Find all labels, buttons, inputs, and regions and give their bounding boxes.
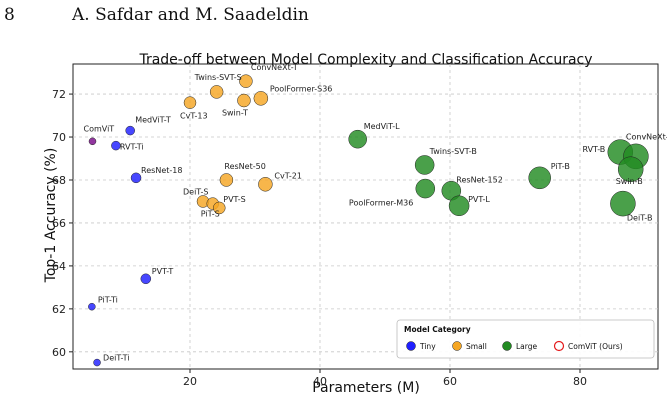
legend-box (396, 319, 655, 359)
point-label-convnext-t: ConvNeXt-T (251, 63, 298, 72)
point-label-twins-svt-s: Twins-SVT-S (194, 73, 242, 82)
grid-layer (73, 64, 658, 369)
running-head: A. Safdar and M. Saadeldin (72, 5, 309, 25)
point-label-swin-t: Swin-T (222, 109, 248, 118)
legend-label-comvit-ours: ComViT (Ours) (568, 342, 623, 351)
point-swin-t (237, 93, 251, 108)
legend-marker-tiny (406, 341, 416, 351)
point-label-pit-b: PiT-B (551, 162, 570, 171)
point-label-rvt-b: RVT-B (582, 145, 605, 154)
point-label-medvit-t: MedViT-T (135, 116, 171, 125)
point-label-rvt-ti: RVT-Ti (120, 143, 144, 152)
x-axis-label: Parameters (M) (312, 380, 420, 396)
point-medvit-l (348, 129, 367, 149)
legend-marker-small (452, 341, 462, 351)
x-tick-label: 60 (443, 375, 457, 388)
point-twins-svt-b (414, 155, 435, 175)
point-poolformer-s36 (253, 91, 269, 106)
y-tick-label: 66 (52, 217, 66, 230)
legend-label-large: Large (516, 342, 537, 351)
point-label-resnet-152: ResNet-152 (456, 176, 503, 185)
point-label-pvt-s: PVT-S (223, 195, 245, 204)
legend-marker-large (502, 341, 512, 351)
point-pit-b (528, 166, 551, 190)
point-comvit (88, 137, 97, 146)
tick-layer: 20 40 60 80 60 62 64 66 68 70 72 (52, 88, 587, 388)
chart-title: Trade-off between Model Complexity and C… (138, 52, 592, 68)
point-cvt-13 (183, 96, 197, 109)
point-poolformer-m36 (415, 178, 436, 199)
point-medvit-t (125, 125, 135, 136)
point-pvt-l (448, 195, 470, 217)
point-label-pit-ti: PiT-Ti (98, 296, 118, 305)
point-label-pit-s: PiT-S (201, 210, 220, 219)
y-tick-label: 72 (52, 88, 66, 101)
point-label-cvt-21: CvT-21 (274, 171, 302, 180)
point-label-deit-b: DeiT-B (627, 214, 653, 223)
plot-area (72, 63, 659, 370)
legend-marker-comvit-ours (553, 340, 565, 352)
point-pit-ti (88, 302, 96, 311)
legend-label-small: Small (466, 342, 487, 351)
point-label-convnext-b: ConvNeXt-B (626, 132, 667, 141)
x-tick-label: 40 (313, 375, 327, 388)
point-label-twins-svt-b: Twins-SVT-B (429, 147, 477, 156)
point-label-deit-s: DeiT-S (183, 187, 208, 196)
point-deit-b (610, 190, 636, 217)
page-header: 8 A. Safdar and M. Saadeldin (0, 0, 667, 36)
point-label-pvt-t: PVT-T (152, 267, 174, 276)
point-cvt-21 (258, 177, 273, 192)
point-label-resnet-18: ResNet-18 (141, 166, 182, 175)
page-number: 8 (4, 5, 15, 25)
point-layer (88, 74, 649, 367)
point-swin-b (617, 156, 644, 182)
point-pvt-t (140, 273, 152, 285)
point-label-pvt-l: PVT-L (468, 195, 490, 204)
y-axis-label: Top-1 Accuracy (%) (43, 148, 59, 284)
point-rvt-ti (111, 140, 121, 151)
y-tick-label: 62 (52, 303, 66, 316)
point-label-deit-ti: DeiT-Ti (103, 354, 129, 363)
point-label-comvit: ComViT (84, 124, 115, 133)
y-tick-label: 64 (52, 260, 66, 273)
legend-label-tiny: Tiny (419, 342, 436, 351)
y-tick-label: 60 (52, 346, 66, 359)
point-label-cvt-13: CvT-13 (180, 112, 208, 121)
point-label-swin-b: Swin-B (616, 177, 643, 186)
x-tick-label: 20 (183, 375, 197, 388)
label-layer: ComViT MedViT-T RVT-Ti ResNet-18 PVT-T PiT-Ti… (84, 63, 667, 362)
legend: Model Category Tiny Small Large ComViT (Ours… (396, 319, 655, 359)
point-convnext-t (239, 74, 253, 88)
point-resnet-18 (130, 172, 142, 184)
point-deit-ti (93, 358, 101, 367)
point-pvt-s (213, 201, 226, 215)
legend-title: Model Category (404, 325, 471, 334)
y-tick-label: 70 (52, 131, 66, 144)
point-twins-svt-s (209, 85, 224, 99)
point-label-resnet-50: ResNet-50 (224, 162, 265, 171)
point-label-poolformer-s36: PoolFormer-S36 (270, 84, 333, 93)
point-label-poolformer-m36: PoolFormer-M36 (349, 199, 413, 208)
scatter-chart: Trade-off between Model Complexity and C… (43, 52, 667, 396)
y-tick-label: 68 (52, 174, 66, 187)
point-label-medvit-l: MedViT-L (364, 122, 400, 131)
point-resnet-50 (219, 173, 234, 187)
x-tick-label: 80 (573, 375, 587, 388)
